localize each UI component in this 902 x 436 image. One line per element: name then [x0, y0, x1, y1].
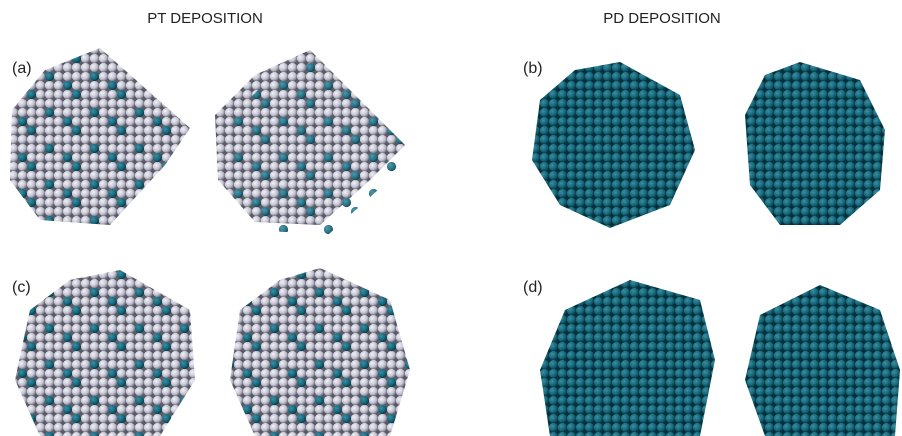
panel-label: (b) — [523, 60, 543, 77]
particle — [745, 285, 900, 436]
particle — [230, 268, 410, 436]
header: PD DEPOSITION — [603, 10, 721, 27]
panel-label: (c) — [12, 279, 31, 296]
particle — [215, 50, 414, 234]
particle — [540, 280, 715, 436]
particle — [15, 270, 195, 436]
particle — [10, 48, 190, 225]
particle — [745, 62, 885, 225]
particle — [532, 62, 695, 228]
panel-label: (d) — [523, 279, 543, 296]
header: PT DEPOSITION — [147, 10, 263, 27]
panel-label: (a) — [12, 60, 32, 77]
